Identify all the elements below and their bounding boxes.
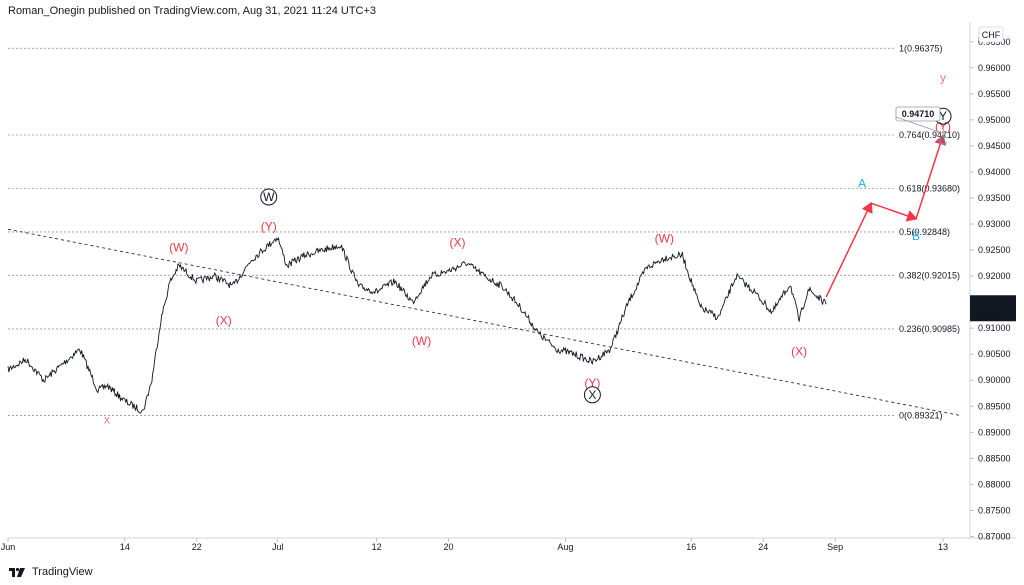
x-tick-label: Jul bbox=[272, 542, 284, 552]
time-axis[interactable]: Jun 14 22 Jul 12 20 Aug 16 24 Sep 13 bbox=[1, 538, 948, 552]
wave-label: C bbox=[939, 134, 948, 148]
wave-circle bbox=[260, 188, 278, 206]
current-price-badge bbox=[970, 295, 1016, 322]
x-tick-label: 24 bbox=[758, 542, 768, 552]
wave-label: (W) bbox=[169, 240, 188, 254]
wave-label: B bbox=[912, 229, 920, 243]
price-chart[interactable]: 1(0.96375)0.764(0.94710)0.618(0.93680)0.… bbox=[0, 0, 1024, 560]
x-tick-label: Jun bbox=[1, 542, 16, 552]
y-tick-label: 0.88000 bbox=[978, 479, 1011, 489]
y-tick-label: 0.87500 bbox=[978, 505, 1011, 515]
target-label: 0.94710 bbox=[902, 109, 935, 119]
footer: TradingView bbox=[8, 563, 93, 581]
fib-label: 0(0.89321) bbox=[899, 411, 943, 421]
current-price-label: 0.91459 bbox=[974, 299, 1007, 309]
wave-label: (W) bbox=[655, 232, 674, 246]
y-tick-label: 0.95000 bbox=[978, 115, 1011, 125]
tradingview-logo-icon bbox=[9, 567, 25, 577]
y-tick-label: 0.92000 bbox=[978, 271, 1011, 281]
countdown-label: 35:08 bbox=[978, 310, 1001, 320]
price-axis[interactable]: 0.87000 0.87500 0.88000 0.88500 0.89000 0.895… bbox=[970, 26, 1011, 541]
wave-label: (X) bbox=[791, 345, 807, 359]
fib-label: 0.618(0.93680) bbox=[899, 184, 960, 194]
y-tick-label: 0.94000 bbox=[978, 167, 1011, 177]
y-tick-label: 0.87000 bbox=[978, 531, 1011, 541]
fib-label: 0.236(0.90985) bbox=[899, 324, 960, 334]
footer-brand: TradingView bbox=[32, 566, 93, 578]
projection-segment bbox=[915, 134, 946, 220]
wave-label: X bbox=[588, 388, 596, 402]
wave-label: Y bbox=[939, 109, 947, 123]
y-tick-label: 0.93500 bbox=[978, 193, 1011, 203]
y-tick-label: 0.89000 bbox=[978, 427, 1011, 437]
currency-label: CHF bbox=[982, 30, 1001, 40]
publish-header: Roman_Onegin published on TradingView.co… bbox=[8, 5, 377, 17]
currency-box bbox=[978, 26, 1004, 43]
y-tick-label: 0.95500 bbox=[978, 89, 1011, 99]
y-tick-label: 0.90000 bbox=[978, 375, 1011, 385]
wave-label: x bbox=[104, 412, 110, 426]
x-tick-label: 16 bbox=[686, 542, 696, 552]
x-tick-label: Aug bbox=[557, 542, 573, 552]
fib-label: 1(0.96375) bbox=[899, 43, 943, 53]
wave-label: y bbox=[940, 71, 946, 85]
fib-label: 0.764(0.94710) bbox=[899, 130, 960, 140]
y-tick-label: 0.89500 bbox=[978, 401, 1011, 411]
fib-label: 0.382(0.92015) bbox=[899, 270, 960, 280]
y-tick-label: 0.96000 bbox=[978, 63, 1011, 73]
y-tick-label: 0.93000 bbox=[978, 219, 1011, 229]
target-badge bbox=[895, 106, 941, 122]
wave-label: (Y) bbox=[261, 220, 277, 234]
y-tick-label: 0.94500 bbox=[978, 141, 1011, 151]
projection-path bbox=[825, 134, 946, 298]
x-tick-label: Sep bbox=[827, 542, 843, 552]
projection-segment bbox=[870, 202, 918, 222]
price-line bbox=[7, 237, 827, 414]
wave-labels: x(W)(X)(Y)W(W)(X)(Y)X(W)(X)ABC(Y)Yy bbox=[104, 71, 952, 426]
y-tick-label: 0.90500 bbox=[978, 349, 1011, 359]
wave-circle bbox=[583, 386, 601, 404]
wave-label: W bbox=[263, 190, 275, 204]
fib-label: 0.5(0.92848) bbox=[899, 227, 950, 237]
x-tick-label: 20 bbox=[444, 542, 454, 552]
x-tick-label: 22 bbox=[192, 542, 202, 552]
wave-label: (X) bbox=[450, 235, 466, 249]
projection-segment bbox=[825, 201, 873, 298]
price-series bbox=[7, 237, 827, 414]
y-tick-label: 0.91000 bbox=[978, 323, 1011, 333]
wave-label: (W) bbox=[412, 334, 431, 348]
wave-label: A bbox=[858, 176, 866, 190]
x-tick-label: 13 bbox=[938, 542, 948, 552]
y-tick-label: 0.88500 bbox=[978, 453, 1011, 463]
wave-label: (X) bbox=[216, 313, 232, 327]
target-leader bbox=[895, 116, 946, 135]
wave-label: (Y) bbox=[584, 376, 600, 390]
y-tick-label: 0.92500 bbox=[978, 245, 1011, 255]
x-tick-label: 12 bbox=[372, 542, 382, 552]
fib-levels: 1(0.96375) 0.764(0.94710) 0.618(0.93680) 0.… bbox=[8, 43, 960, 421]
x-tick-label: 14 bbox=[120, 542, 130, 552]
